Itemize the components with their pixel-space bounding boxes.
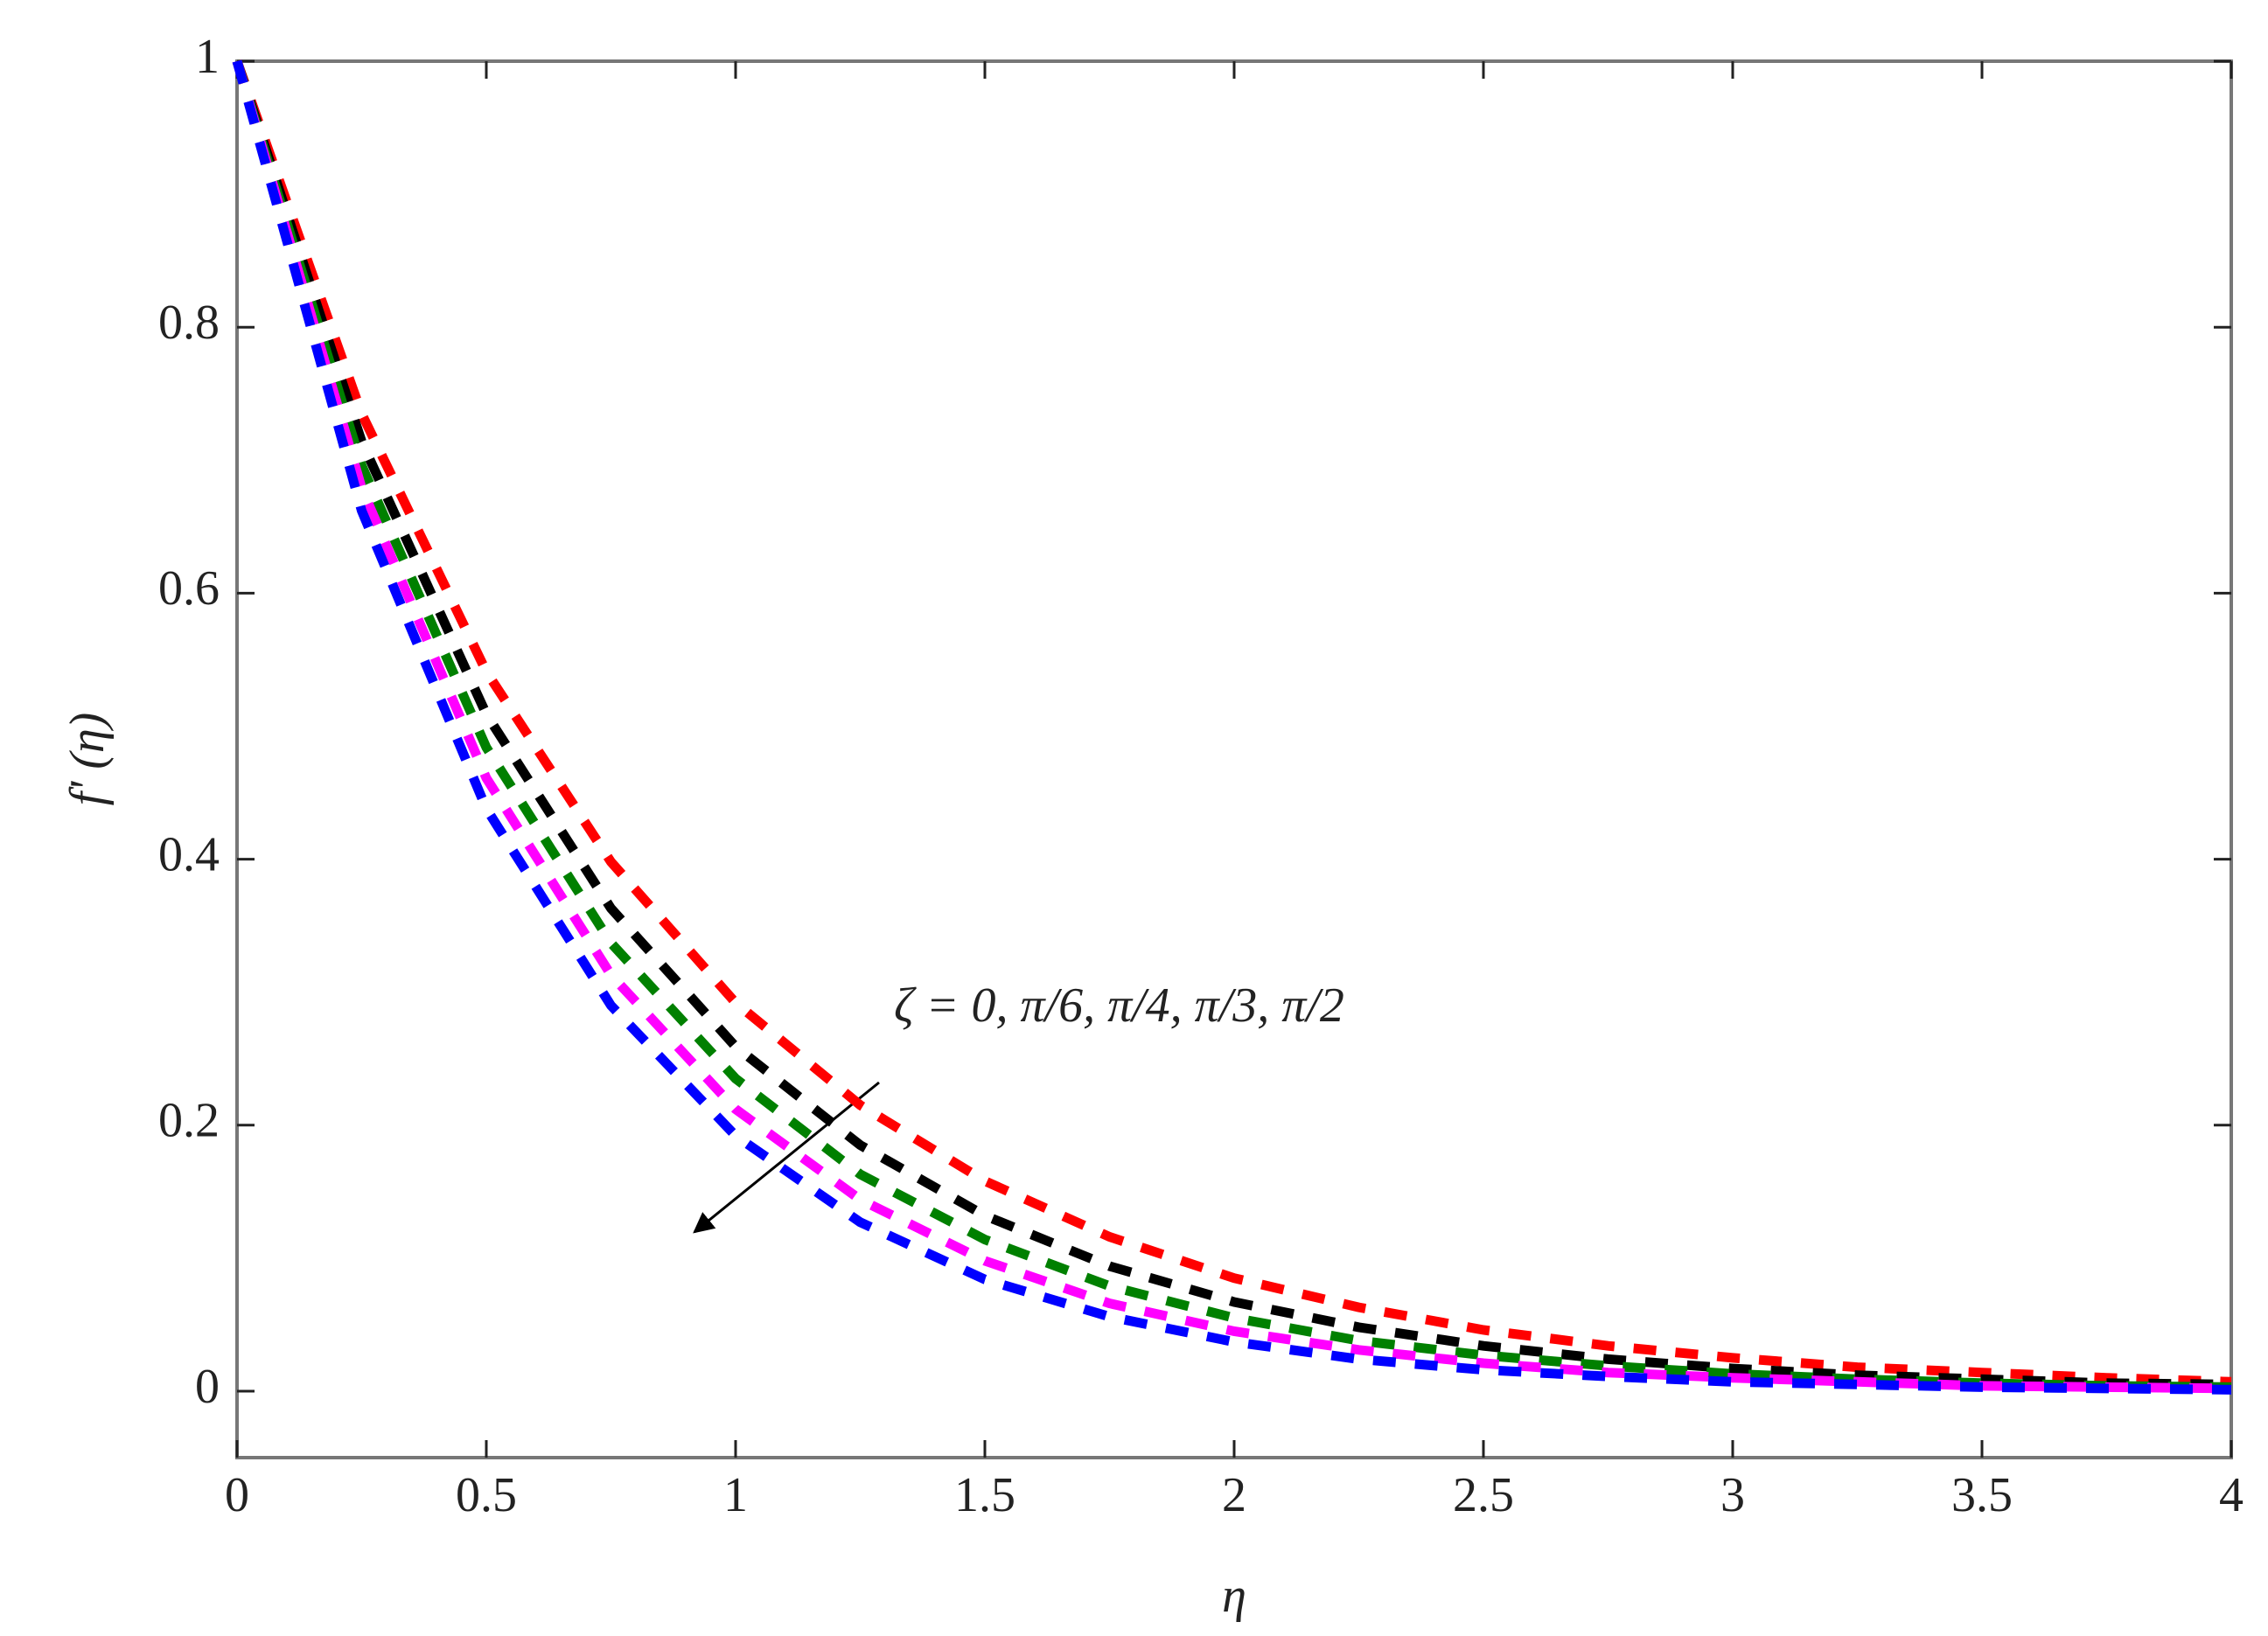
x-tick-label: 1.5 [954, 1468, 1015, 1522]
x-tick-label: 2 [1222, 1468, 1246, 1522]
series-line [232, 59, 2232, 1392]
y-tick-label: 1 [195, 30, 220, 84]
y-axis-label: f' (η) [60, 713, 115, 806]
x-tick-label: 4 [2219, 1468, 2244, 1522]
y-tick-label: 0 [195, 1360, 220, 1414]
annotation-arrow [693, 1081, 880, 1234]
x-tick-label: 3.5 [1951, 1468, 2013, 1522]
plot-frame [235, 59, 2233, 1459]
series-line [232, 59, 2232, 1395]
x-tick-label: 3 [1720, 1468, 1745, 1522]
y-tick-label: 0.2 [158, 1094, 220, 1148]
y-tick-label: 0.4 [158, 827, 220, 881]
annotation: ζ = 0, π/6, π/4, π/3, π/2 [894, 978, 1344, 1033]
x-axis-label: η [1222, 1569, 1246, 1623]
x-tick-label: 1 [723, 1468, 748, 1522]
y-tick-label: 0.6 [158, 561, 220, 616]
x-tick-label: 0.5 [456, 1468, 517, 1522]
series-line [232, 59, 2232, 1389]
series-line [232, 59, 2232, 1394]
y-tick-label: 0.8 [158, 296, 220, 350]
series-line [232, 59, 2232, 1387]
x-tick-label: 0 [225, 1468, 249, 1522]
x-tick-label: 2.5 [1453, 1468, 1514, 1522]
